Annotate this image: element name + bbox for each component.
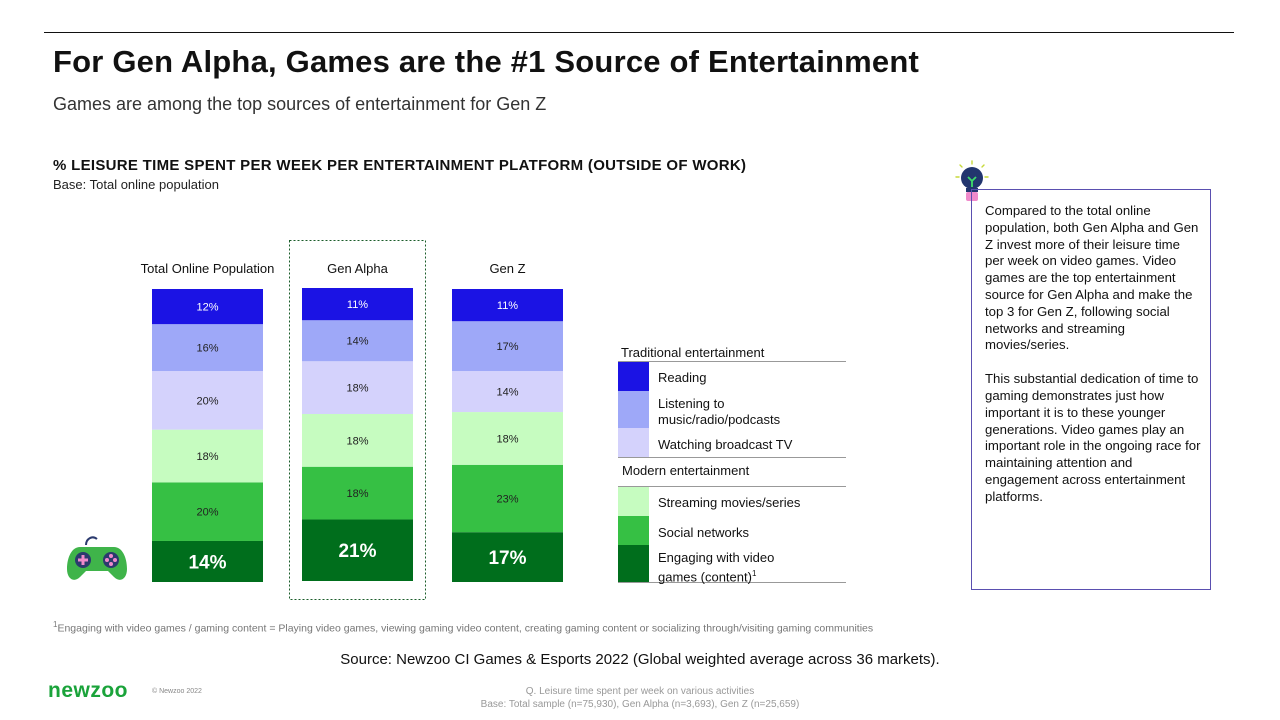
bar-social-networks-gen-alpha [302,466,413,520]
data-label-streaming-movies-series-gen-z: 18% [496,433,518,445]
copyright: © Newzoo 2022 [152,688,202,695]
page-title: For Gen Alpha, Games are the #1 Source o… [53,44,920,79]
data-label-streaming-movies-series-total-online-population: 18% [196,451,218,463]
data-label-watching-broadcast-tv-gen-alpha: 18% [346,383,368,395]
bar-social-networks-gen-z [452,464,563,533]
data-label-listening-to-music-radio-podcasts-gen-alpha: 14% [346,336,368,348]
top-rule [44,32,1234,33]
legend-swatch-streaming-movies-series [618,487,649,516]
legend-label-reading: Reading [658,370,707,385]
legend-label-social: Social networks [658,525,750,540]
bar-streaming-movies-series-total-online-population [152,429,263,483]
footnote-marker: 1 [53,620,58,629]
bar-watching-broadcast-tv-gen-alpha [302,361,413,414]
bar-reading-gen-alpha [302,288,413,321]
insight-paragraph-2: This substantial dedication of time to g… [985,371,1201,504]
data-label-reading-gen-alpha: 11% [347,299,368,311]
legend-label-listening: Listening to music/radio/podcasts [658,396,781,427]
bar-streaming-movies-series-gen-alpha [302,413,413,467]
bar-social-networks-total-online-population [152,482,263,541]
newzoo-logo: newzoo [48,679,128,702]
legend-swatch-watching-broadcast-tv [618,428,649,457]
legend-label-streaming: Streaming movies/series [658,495,801,510]
source-line: Source: Newzoo CI Games & Esports 2022 (… [340,651,940,668]
lightbulb-icon [955,160,989,201]
data-label-engaging-with-video-games-content-gen-alpha: 21% [338,541,376,562]
data-label-listening-to-music-radio-podcasts-total-online-population: 16% [196,343,218,355]
bar-watching-broadcast-tv-gen-z [452,371,563,413]
legend-title-traditional: Traditional entertainment [621,345,765,360]
data-label-streaming-movies-series-gen-alpha: 18% [346,435,368,447]
bar-watching-broadcast-tv-total-online-population [152,371,263,430]
bar-engaging-with-video-games-content-gen-z [452,532,563,582]
footnote: 1Engaging with video games / gaming cont… [53,620,873,635]
legend-swatch-reading [618,362,649,391]
legend-swatch-listening-to-music-radio-podcasts [618,391,649,428]
data-label-reading-total-online-population: 12% [196,302,218,314]
data-label-social-networks-total-online-population: 20% [196,507,218,519]
page-subtitle: Games are among the top sources of enter… [53,94,547,114]
data-label-social-networks-gen-z: 23% [496,493,518,505]
bar-reading-total-online-population [152,289,263,325]
legend-footnote-marker: 1 [751,569,757,578]
legend-title-modern: Modern entertainment [622,463,750,478]
chart-base: Base: Total online population [53,177,219,192]
data-label-engaging-with-video-games-content-gen-z: 17% [488,548,526,569]
bars-layer: Total Online Population 14% 20% 18% 20% 16% 12… [141,240,563,600]
legend-label-broadcast-tv: Watching broadcast TV [658,437,793,452]
bar-listening-to-music-radio-podcasts-gen-alpha [302,320,413,362]
question-line-2: Base: Total sample (n=75,930), Gen Alpha… [480,699,800,710]
footnote-text: Engaging with video games / gaming conte… [57,622,874,635]
bar-reading-gen-z [452,289,563,322]
chart-heading: % LEISURE TIME SPENT PER WEEK PER ENTERT… [53,157,747,174]
insight-paragraph-1: Compared to the total online population,… [985,203,1199,353]
bar-streaming-movies-series-gen-z [452,412,563,465]
legend-label-games-text: Engaging with video games (content) [658,550,775,585]
data-label-engaging-with-video-games-content-total-online-population: 14% [188,552,226,573]
data-label-listening-to-music-radio-podcasts-gen-z: 17% [496,341,518,353]
data-label-watching-broadcast-tv-gen-z: 14% [496,387,518,399]
category-label-total-online-population: Total Online Population [141,261,275,276]
highlight-frame [289,240,426,600]
bar-engaging-with-video-games-content-total-online-population [152,540,263,582]
question-line-1: Q. Leisure time spent per week on variou… [525,686,755,697]
category-label-gen-alpha: Gen Alpha [327,261,388,276]
data-label-social-networks-gen-alpha: 18% [346,488,368,500]
legend-layer [618,361,846,583]
data-label-watching-broadcast-tv-total-online-population: 20% [196,395,218,407]
insight-box [971,189,1211,590]
gamepad-icon [67,536,127,580]
bar-listening-to-music-radio-podcasts-total-online-population [152,324,263,372]
insight-text: Compared to the total online population,… [985,203,1201,523]
question-note: Q. Leisure time spent per week on variou… [0,685,1280,711]
category-label-gen-z: Gen Z [489,261,525,276]
legend-swatch-social-networks [618,516,649,545]
legend-label-games: Engaging with video games (content)1 [658,550,808,585]
bar-listening-to-music-radio-podcasts-gen-z [452,321,563,372]
data-label-reading-gen-z: 11% [497,300,518,312]
bar-engaging-with-video-games-content-gen-alpha [302,519,413,581]
legend-swatch-engaging-with-video-games-content [618,545,649,582]
